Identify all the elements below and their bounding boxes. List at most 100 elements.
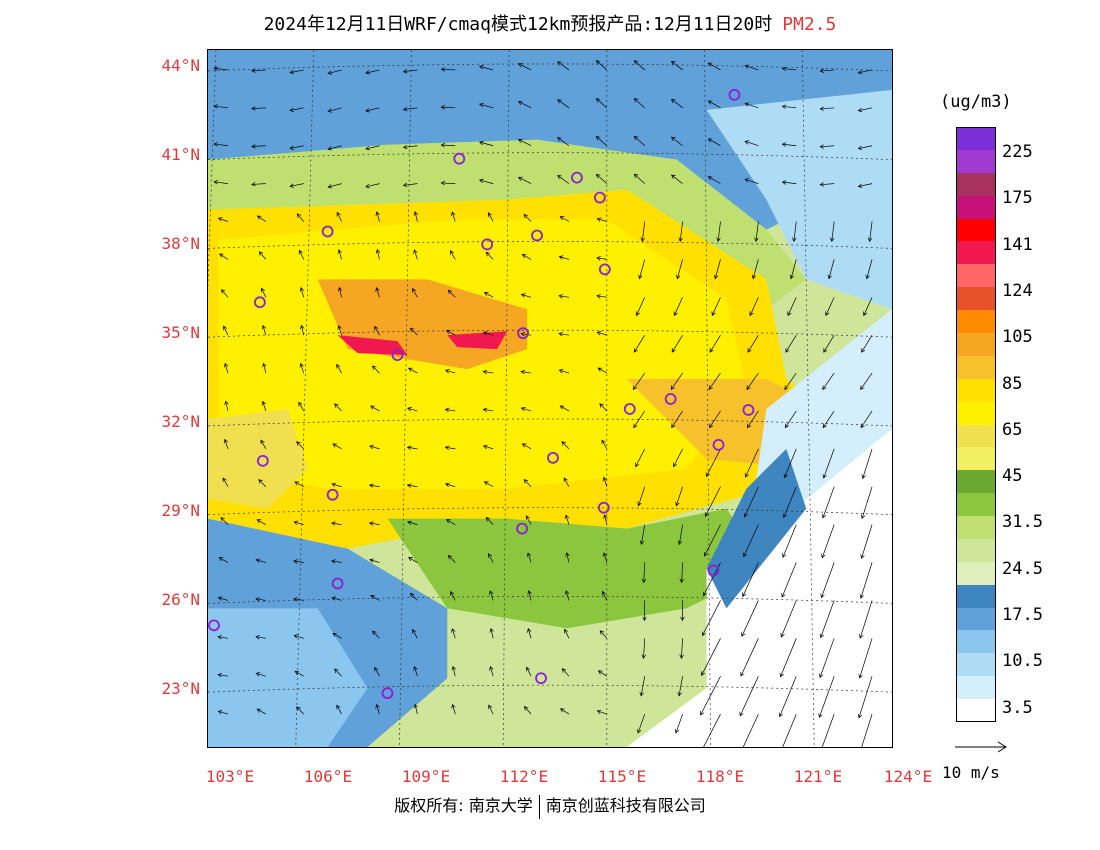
wind-arrow (858, 676, 873, 718)
city-marker-xian[interactable] (391, 349, 404, 362)
city-marker-nanchang[interactable] (597, 501, 610, 514)
wind-arrow (561, 441, 570, 450)
wind-arrow (596, 257, 607, 260)
city-marker-jinan[interactable] (598, 263, 611, 276)
wind-arrow (858, 107, 873, 112)
wind-arrow (257, 215, 267, 222)
wind-arrow (251, 183, 266, 185)
wind-arrow (223, 326, 229, 336)
lon-label-115: 115°E (597, 767, 647, 786)
wind-arrow-head (255, 597, 260, 602)
wind-arrow (785, 334, 797, 353)
city-marker-harbin[interactable] (728, 88, 741, 101)
city-marker-hefei[interactable] (623, 403, 636, 415)
wind-arrow (793, 221, 797, 242)
wind-arrow-head (294, 670, 300, 675)
wind-arrow-head (451, 665, 456, 671)
wind-arrow (641, 524, 646, 545)
city-marker-hohhot[interactable] (453, 152, 466, 165)
wind-arrow (636, 297, 646, 316)
lat-label-35: 35°N (161, 323, 200, 342)
city-marker-beijing[interactable] (571, 171, 583, 184)
wind-arrow (701, 638, 721, 676)
wind-arrow (634, 136, 645, 146)
wind-arrow (222, 477, 229, 487)
colorbar-label: 175 (1002, 188, 1033, 209)
wind-arrow (219, 253, 229, 260)
wind-arrow (262, 325, 267, 336)
wind-arrow-head (331, 482, 337, 487)
wind-arrow-head (671, 423, 676, 429)
city-marker-chengdu[interactable] (256, 454, 269, 467)
city-marker-guiyang[interactable] (331, 577, 344, 590)
wind-arrow (673, 448, 683, 467)
wind-arrow (782, 181, 797, 184)
colorbar-swatch (956, 630, 996, 654)
wind-arrow (822, 486, 835, 518)
wind-vectors (213, 60, 873, 747)
city-marker-shijiazhuang[interactable] (531, 229, 543, 242)
wind-arrow (294, 635, 304, 639)
wind-arrow-head (747, 423, 752, 429)
wind-arrow (745, 103, 759, 109)
wind-arrow-head (782, 553, 787, 558)
city-marker-chongqing[interactable] (326, 488, 339, 501)
city-marker-taiyuan[interactable] (481, 238, 494, 251)
wind-arrow-head (327, 184, 333, 189)
region-southwest-light-blue (208, 608, 368, 747)
city-marker-kunming[interactable] (208, 619, 220, 632)
wind-arrow (403, 69, 418, 72)
wind-arrow (289, 69, 304, 73)
city-marker-zhengzhou[interactable] (517, 327, 529, 340)
wind-arrow (293, 598, 304, 601)
city-marker-xining[interactable] (321, 225, 334, 238)
wind-arrow (488, 704, 494, 715)
longitude-line (295, 50, 315, 747)
city-marker-hangzhou[interactable] (712, 438, 725, 451)
wind-arrow-head (705, 472, 710, 478)
colorbar-swatch (956, 561, 996, 586)
wind-arrow-head (819, 68, 825, 73)
wind-arrow (524, 706, 532, 715)
wind-arrow (219, 557, 229, 563)
wind-arrow (374, 326, 380, 336)
wind-arrow-head (483, 481, 489, 486)
map-canvas[interactable] (208, 50, 892, 747)
wind-arrow-head (337, 286, 343, 292)
copyright-text: 版权所有: 南京大学 (394, 796, 533, 815)
wind-arrow (479, 66, 494, 71)
wind-arrow-head (213, 142, 218, 147)
wind-arrow (328, 107, 342, 112)
wind-arrow (218, 710, 229, 715)
wind-arrow-head (256, 215, 262, 220)
city-marker-fuzhou[interactable] (707, 564, 720, 577)
city-marker-lanzhou[interactable] (253, 296, 266, 309)
city-marker-nanning[interactable] (381, 687, 394, 700)
wind-arrow (407, 407, 418, 412)
pm25-map[interactable] (207, 49, 893, 748)
wind-arrow-head (217, 596, 223, 601)
wind-arrow-head (781, 104, 787, 109)
colorbar-swatch (956, 241, 996, 265)
city-marker-shanghai[interactable] (742, 404, 755, 416)
city-marker-changsha[interactable] (516, 522, 528, 535)
wind-arrow-head (375, 249, 381, 254)
colorbar-swatch (956, 195, 996, 220)
wind-arrow (747, 410, 759, 428)
wind-arrow (858, 145, 873, 149)
wind-arrow-head (559, 405, 565, 410)
colorbar-swatch (956, 218, 996, 242)
city-marker-nanjing[interactable] (664, 393, 677, 405)
city-marker-wuhan[interactable] (547, 451, 559, 464)
wind-arrow (635, 448, 646, 467)
colorbar-swatch (956, 584, 996, 609)
wind-arrow-head (675, 501, 680, 507)
city-marker-guangzhou[interactable] (535, 672, 547, 685)
wind-arrow (869, 221, 873, 242)
wind-arrow-head (596, 709, 602, 715)
wind-arrow (299, 250, 305, 260)
wind-arrow-head (558, 294, 563, 299)
wind-arrow (331, 560, 342, 563)
city-marker-chengde[interactable] (593, 191, 606, 204)
wind-reference-arrow-icon (955, 741, 1007, 753)
